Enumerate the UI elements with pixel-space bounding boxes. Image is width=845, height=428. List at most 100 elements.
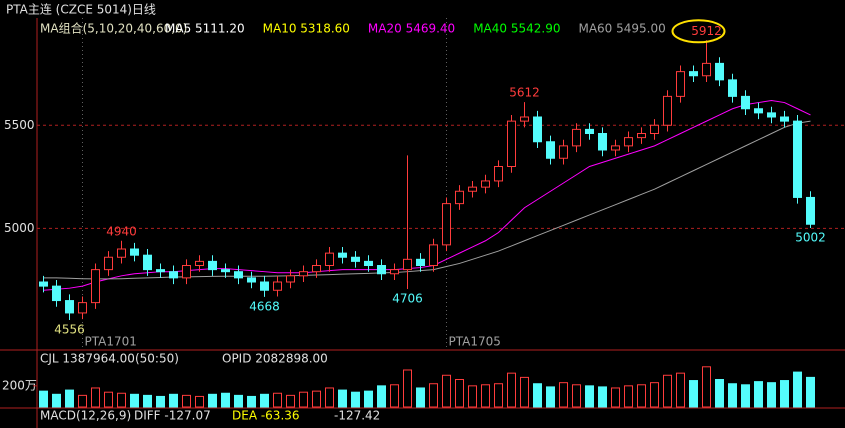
- opid-text: OPID 2082898.00: [222, 352, 328, 366]
- volume-bar: [559, 382, 568, 408]
- volume-bar: [156, 395, 165, 408]
- candle-body: [559, 145, 568, 159]
- volume-bar: [780, 380, 789, 408]
- candle-body: [39, 281, 48, 287]
- volume-bar: [455, 379, 464, 408]
- extreme-label: 4940: [106, 224, 137, 238]
- candle-body: [208, 260, 217, 271]
- candle-body: [325, 252, 334, 266]
- ma-legend: MA20 5469.40: [368, 22, 455, 36]
- candle-body: [481, 180, 490, 188]
- volume-bar: [533, 383, 542, 408]
- v-tick-label: 200万: [2, 378, 37, 392]
- volume-text: CJL 1387964.00(50:50): [40, 352, 179, 366]
- volume-bar: [624, 385, 633, 408]
- dea-text: DEA -63.36: [232, 409, 300, 423]
- volume-bar: [338, 389, 347, 408]
- candle-body: [65, 300, 74, 314]
- volume-bar: [325, 387, 334, 408]
- candle-body: [520, 116, 529, 122]
- volume-bar: [520, 376, 529, 408]
- candle-body: [676, 71, 685, 97]
- y-tick-label: 5000: [4, 221, 35, 235]
- volume-bar: [39, 390, 48, 408]
- extreme-label: 5612: [509, 86, 540, 100]
- contract-label: PTA1705: [449, 335, 501, 349]
- volume-bar: [221, 392, 230, 408]
- volume-bar: [247, 395, 256, 408]
- candle-body: [195, 260, 204, 266]
- diff-text: DIFF -127.07: [134, 409, 211, 423]
- candle-body: [299, 271, 308, 277]
- candle-body: [793, 120, 802, 198]
- candle-body: [572, 128, 581, 147]
- candle-body: [130, 248, 139, 256]
- chart-title: PTA主连 (CZCE 5014)日线: [6, 2, 156, 17]
- candle-body: [286, 275, 295, 283]
- volume-bar: [611, 387, 620, 408]
- volume-bar: [806, 376, 815, 408]
- ma-legend: MA10 5318.60: [263, 22, 350, 36]
- volume-bar: [481, 384, 490, 408]
- candle-body: [273, 281, 282, 291]
- macd-text: -127.42: [334, 409, 380, 423]
- volume-bar: [286, 394, 295, 408]
- volume-bar: [468, 385, 477, 408]
- volume-bar: [494, 383, 503, 408]
- candle-body: [455, 190, 464, 205]
- ma-title: MA组合(5,10,20,40,60,0): [40, 21, 187, 36]
- ma-legend: MA60 5495.00: [578, 22, 665, 36]
- volume-bar: [234, 394, 243, 408]
- volume-bar: [299, 391, 308, 408]
- candle-body: [429, 244, 438, 266]
- candle-body: [416, 258, 425, 266]
- candle-body: [468, 186, 477, 192]
- volume-bar: [143, 394, 152, 408]
- candle-body: [338, 252, 347, 258]
- volume-bar: [689, 380, 698, 408]
- volume-bar: [741, 384, 750, 408]
- volume-bar: [429, 383, 438, 408]
- volume-bar: [728, 383, 737, 408]
- candle-body: [494, 166, 503, 182]
- candle-body: [377, 265, 386, 275]
- candle-body: [598, 133, 607, 151]
- volume-bar: [663, 374, 672, 408]
- volume-bar: [702, 366, 711, 408]
- candle-body: [78, 302, 87, 314]
- volume-bar: [208, 393, 217, 408]
- extreme-label: 5002: [795, 230, 826, 244]
- volume-bar: [442, 374, 451, 408]
- volume-bar: [351, 391, 360, 408]
- candle-body: [663, 95, 672, 126]
- volume-bar: [78, 394, 87, 408]
- candle-body: [312, 265, 321, 273]
- candle-body: [247, 277, 256, 283]
- volume-bar: [637, 384, 646, 408]
- extreme-label: 4556: [54, 322, 85, 336]
- y-tick-label: 5500: [4, 118, 35, 132]
- volume-bar: [598, 386, 607, 408]
- contract-label: PTA1701: [85, 335, 137, 349]
- candle-body: [260, 281, 269, 291]
- candle-body: [52, 285, 61, 302]
- candle-body: [403, 258, 412, 271]
- volume-bar: [364, 390, 373, 408]
- volume-bar: [195, 395, 204, 408]
- candle-body: [767, 112, 776, 118]
- volume-bar: [91, 387, 100, 408]
- volume-bar: [65, 389, 74, 408]
- candle-body: [364, 260, 373, 266]
- highlight-ring: [671, 19, 726, 44]
- candle-body: [390, 269, 399, 275]
- candle-body: [221, 269, 230, 273]
- extreme-label: 5912: [691, 24, 722, 38]
- volume-bar: [169, 393, 178, 408]
- candle-body: [143, 254, 152, 271]
- volume-bar: [117, 392, 126, 408]
- volume-bar: [572, 384, 581, 408]
- candle-body: [507, 120, 516, 167]
- candle-body: [715, 62, 724, 81]
- candle-body: [182, 265, 191, 279]
